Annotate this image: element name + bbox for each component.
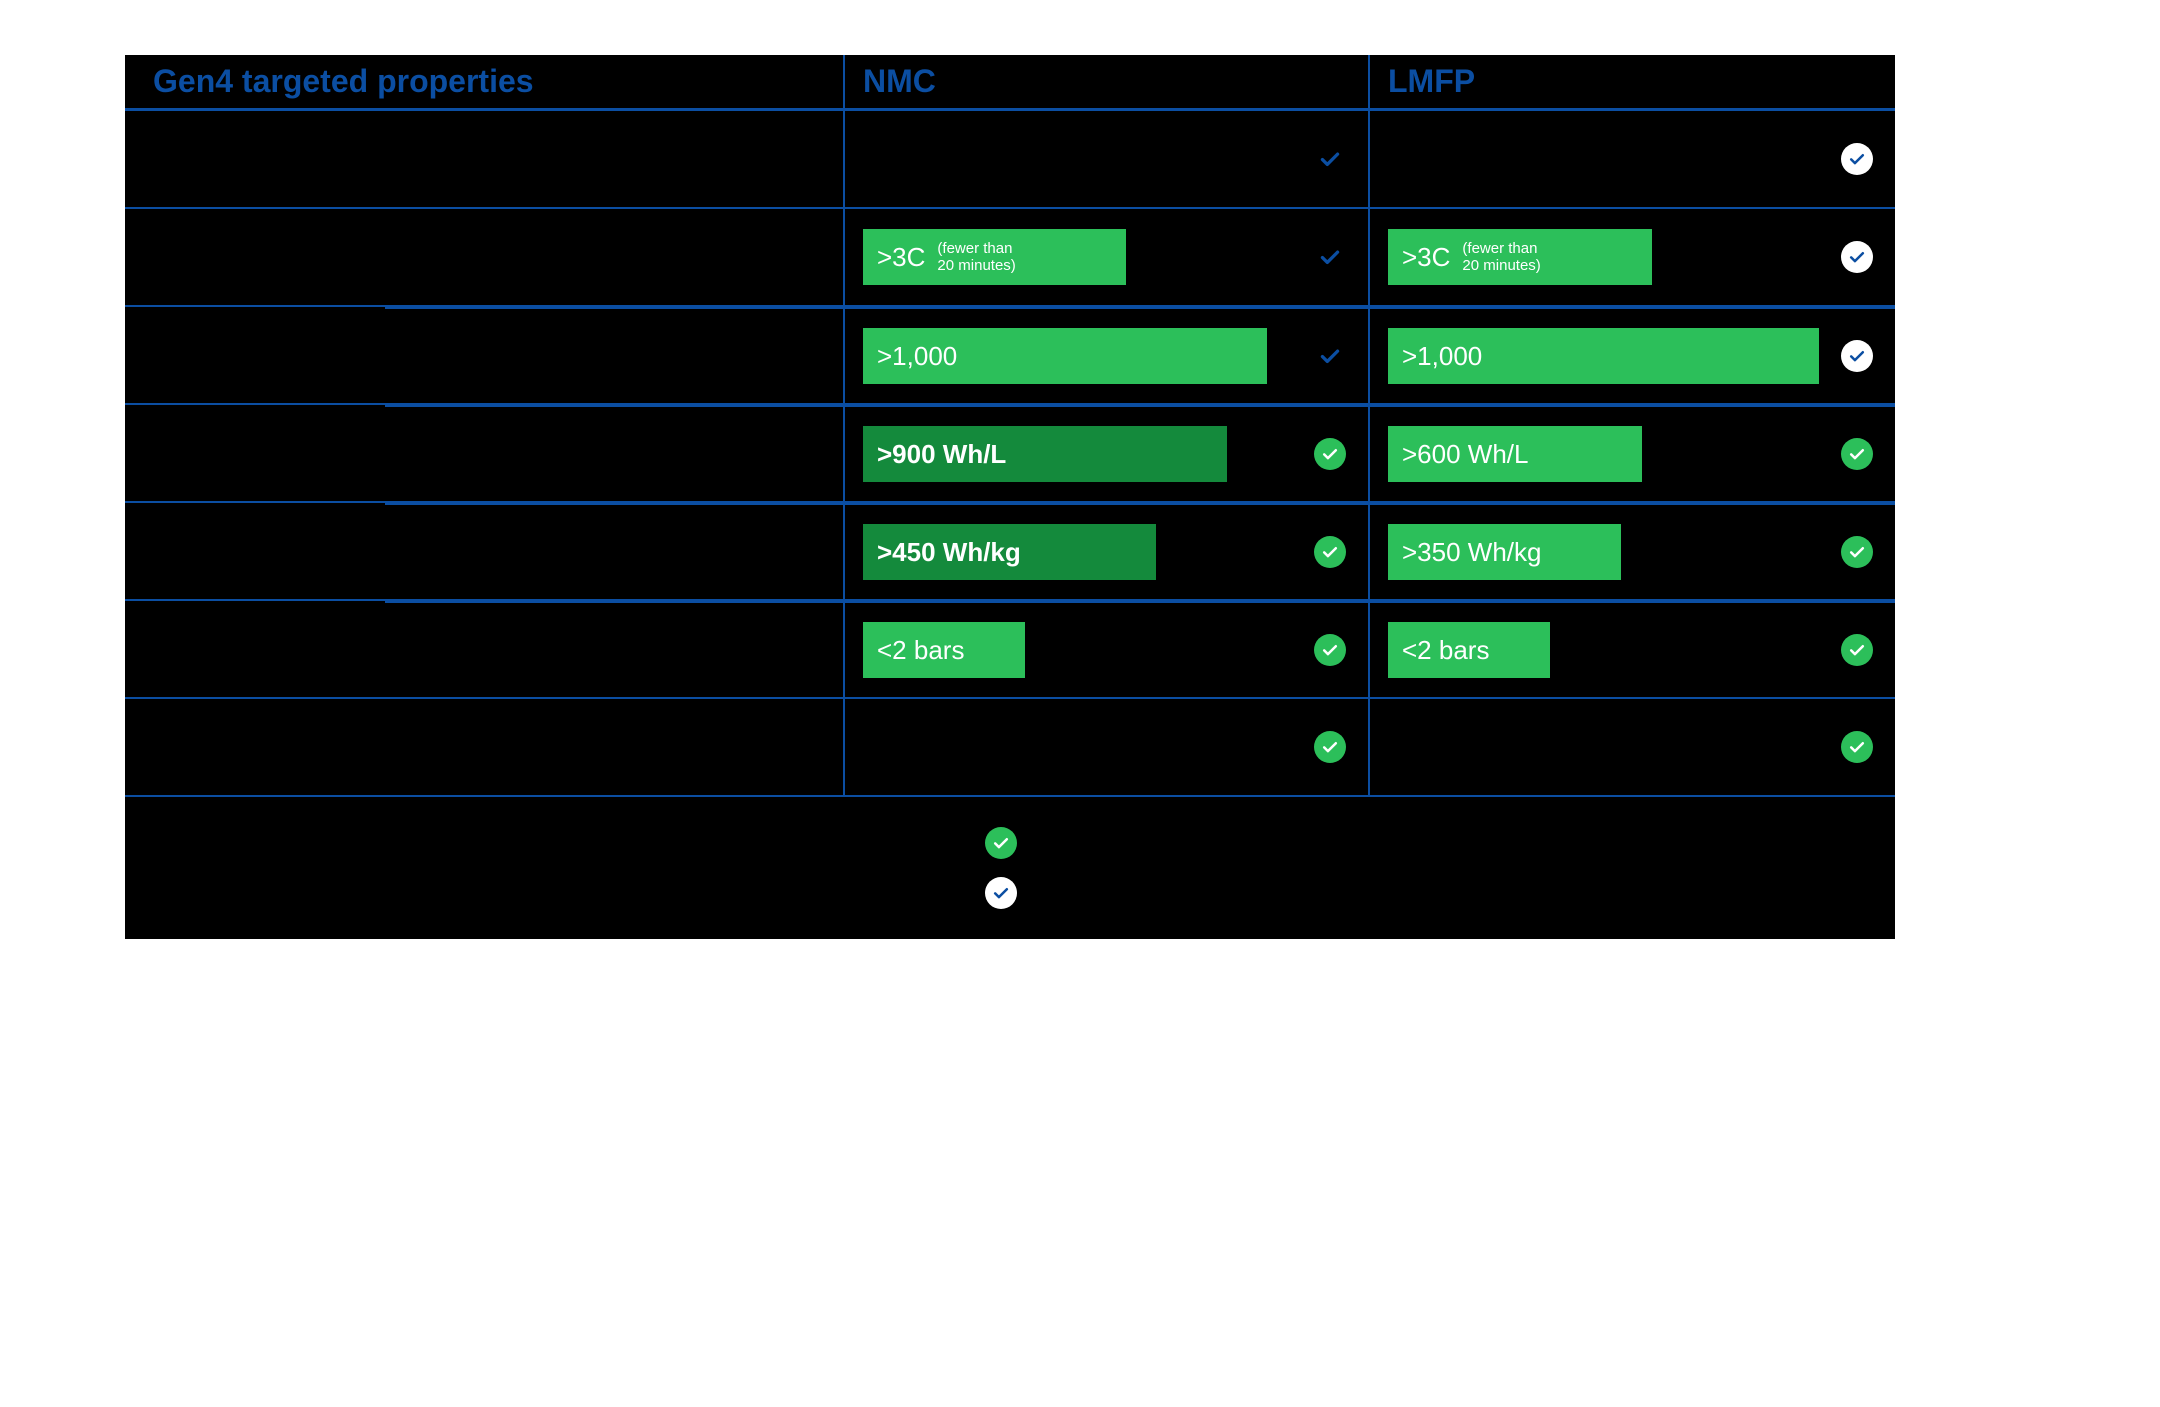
value-bar: >1,000 bbox=[863, 328, 1267, 384]
cell-nmc bbox=[845, 699, 1370, 795]
table-row: >3C (fewer than20 minutes) >3C (fewer than… bbox=[125, 209, 1895, 307]
cell-nmc: >450 Wh/kg bbox=[845, 503, 1370, 599]
table-row: <2 bars <2 bars bbox=[125, 601, 1895, 699]
table-row bbox=[125, 111, 1895, 209]
check-icon bbox=[1314, 731, 1346, 763]
bar-value: >900 Wh/L bbox=[877, 439, 1006, 470]
bar-value: >3C bbox=[1402, 242, 1450, 273]
value-bar: >1,000 bbox=[1388, 328, 1819, 384]
table-row bbox=[125, 699, 1895, 797]
cell-nmc: >900 Wh/L bbox=[845, 405, 1370, 501]
row-label-cell bbox=[125, 307, 845, 403]
legend-row bbox=[125, 797, 1895, 939]
value-bar: <2 bars bbox=[863, 622, 1025, 678]
check-icon bbox=[985, 877, 1017, 909]
header-nmc: NMC bbox=[863, 63, 936, 100]
value-bar: >3C (fewer than20 minutes) bbox=[1388, 229, 1652, 285]
legend-item bbox=[985, 827, 1035, 859]
bar-value: >450 Wh/kg bbox=[877, 537, 1021, 568]
table-row: >900 Wh/L >600 Wh/L bbox=[125, 405, 1895, 503]
row-label-cell bbox=[125, 111, 845, 207]
check-icon bbox=[1841, 143, 1873, 175]
check-icon bbox=[1841, 241, 1873, 273]
cell-lmfp bbox=[1370, 699, 1895, 795]
check-icon bbox=[1314, 536, 1346, 568]
check-icon bbox=[1314, 241, 1346, 273]
row-label-cell bbox=[125, 503, 845, 599]
bar-value: >350 Wh/kg bbox=[1402, 537, 1541, 568]
header-col-nmc: NMC bbox=[845, 55, 1370, 108]
bar-value: <2 bars bbox=[1402, 635, 1489, 666]
value-bar: >900 Wh/L bbox=[863, 426, 1227, 482]
check-icon bbox=[1841, 536, 1873, 568]
row-label-cell bbox=[125, 405, 845, 501]
table-row: >450 Wh/kg >350 Wh/kg bbox=[125, 503, 1895, 601]
cell-nmc: >1,000 bbox=[845, 307, 1370, 403]
check-icon bbox=[1841, 731, 1873, 763]
row-label-cell bbox=[125, 209, 845, 305]
header-title-cell: Gen4 targeted properties bbox=[125, 55, 845, 108]
value-bar: <2 bars bbox=[1388, 622, 1550, 678]
cell-lmfp: >3C (fewer than20 minutes) bbox=[1370, 209, 1895, 305]
check-icon bbox=[1314, 340, 1346, 372]
check-icon bbox=[1314, 634, 1346, 666]
bar-value: >1,000 bbox=[877, 341, 957, 372]
bar-value: >3C bbox=[877, 242, 925, 273]
cell-nmc: <2 bars bbox=[845, 601, 1370, 697]
cell-nmc bbox=[845, 111, 1370, 207]
check-icon bbox=[1841, 634, 1873, 666]
row-label-cell bbox=[125, 699, 845, 795]
bar-subtext: (fewer than20 minutes) bbox=[1462, 240, 1540, 275]
check-icon bbox=[1841, 438, 1873, 470]
table-header-row: Gen4 targeted properties NMC LMFP bbox=[125, 55, 1895, 111]
value-bar: >600 Wh/L bbox=[1388, 426, 1642, 482]
header-title: Gen4 targeted properties bbox=[153, 63, 534, 100]
cell-nmc: >3C (fewer than20 minutes) bbox=[845, 209, 1370, 305]
bar-value: >600 Wh/L bbox=[1402, 439, 1528, 470]
check-icon bbox=[1314, 438, 1346, 470]
value-bar: >3C (fewer than20 minutes) bbox=[863, 229, 1126, 285]
legend-container bbox=[985, 797, 1035, 939]
header-lmfp: LMFP bbox=[1388, 63, 1475, 100]
value-bar: >350 Wh/kg bbox=[1388, 524, 1621, 580]
bar-subtext: (fewer than20 minutes) bbox=[937, 240, 1015, 275]
bar-value: >1,000 bbox=[1402, 341, 1482, 372]
check-icon bbox=[1841, 340, 1873, 372]
check-icon bbox=[985, 827, 1017, 859]
cell-lmfp: >350 Wh/kg bbox=[1370, 503, 1895, 599]
cell-lmfp: <2 bars bbox=[1370, 601, 1895, 697]
row-label-cell bbox=[125, 601, 845, 697]
cell-lmfp: >600 Wh/L bbox=[1370, 405, 1895, 501]
rows-container: >3C (fewer than20 minutes) >3C (fewer than… bbox=[125, 111, 1895, 797]
bar-value: <2 bars bbox=[877, 635, 964, 666]
cell-lmfp bbox=[1370, 111, 1895, 207]
comparison-table: Gen4 targeted properties NMC LMFP >3C (fe… bbox=[125, 55, 1895, 939]
legend-item bbox=[985, 877, 1035, 909]
check-icon bbox=[1314, 143, 1346, 175]
header-col-lmfp: LMFP bbox=[1370, 55, 1895, 108]
cell-lmfp: >1,000 bbox=[1370, 307, 1895, 403]
table-row: >1,000 >1,000 bbox=[125, 307, 1895, 405]
value-bar: >450 Wh/kg bbox=[863, 524, 1156, 580]
